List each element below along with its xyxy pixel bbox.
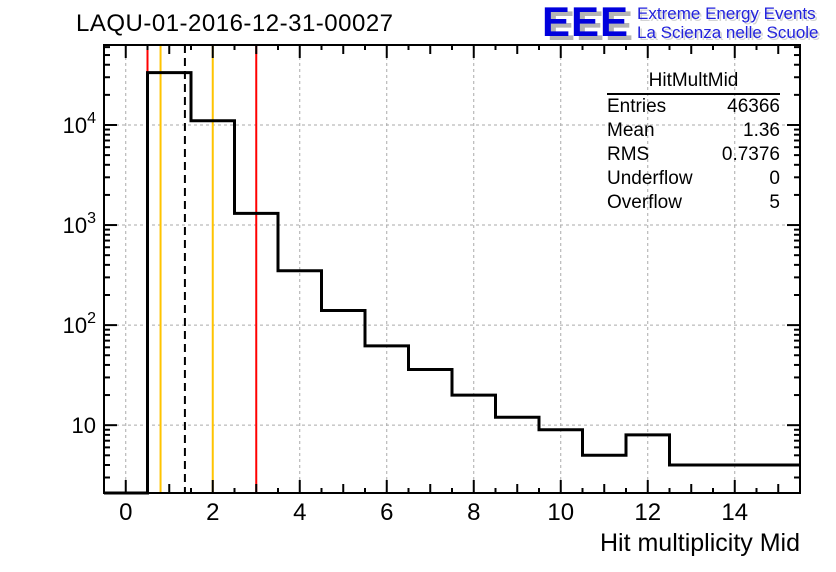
eee-logo: EEE Extreme Energy Events La Scienza nel… [542,0,819,45]
axis-ticks [103,45,801,493]
stat-value: 0 [769,168,780,189]
y-tick-label: 103 [63,210,96,238]
x-tick-label: 8 [467,499,480,526]
x-tick-label: 14 [721,499,748,526]
stats-box: HitMultMid Entries 46366 Mean 1.36 RMS 0… [607,71,780,215]
plot-title: LAQU-01-2016-12-31-00027 [76,10,394,37]
eee-taglines: Extreme Energy Events La Scienza nelle S… [637,3,818,42]
stat-value: 0.7376 [721,144,780,165]
stat-value: 1.36 [743,120,780,141]
x-tick-label: 6 [380,499,393,526]
stats-row: Entries 46366 [607,95,780,119]
stat-value: 5 [769,192,780,213]
histogram-step-line [104,71,800,495]
stat-label: Underflow [607,168,693,189]
stats-row: Underflow 0 [607,167,780,191]
stat-label: Entries [607,96,667,117]
stats-row: RMS 0.7376 [607,143,780,167]
y-tick-label: 104 [63,110,96,138]
stats-title: HitMultMid [607,71,780,95]
x-tick-labels: 0 2 4 6 8 10 12 14 [119,499,748,526]
stat-label: Overflow [607,192,682,213]
stat-label: Mean [607,120,655,141]
stat-value: 46366 [727,96,780,117]
x-tick-label: 4 [293,499,306,526]
x-axis-title: Hit multiplicity Mid [599,529,800,557]
marker-lines [146,45,258,493]
eee-acronym: EEE [542,0,630,45]
y-tick-labels: 10 102 103 104 [63,110,96,438]
stat-label: RMS [607,144,650,165]
eee-tagline-2: La Scienza nelle Scuole [637,23,819,42]
eee-tagline-1: Extreme Energy Events [637,4,816,23]
x-tick-label: 2 [206,499,219,526]
x-tick-label: 0 [119,499,132,526]
x-tick-label: 12 [634,499,661,526]
y-tick-label: 102 [63,310,96,338]
y-tick-label: 10 [72,413,96,438]
stats-row: Mean 1.36 [607,119,780,143]
stats-row: Overflow 5 [607,191,780,215]
x-tick-label: 10 [547,499,574,526]
